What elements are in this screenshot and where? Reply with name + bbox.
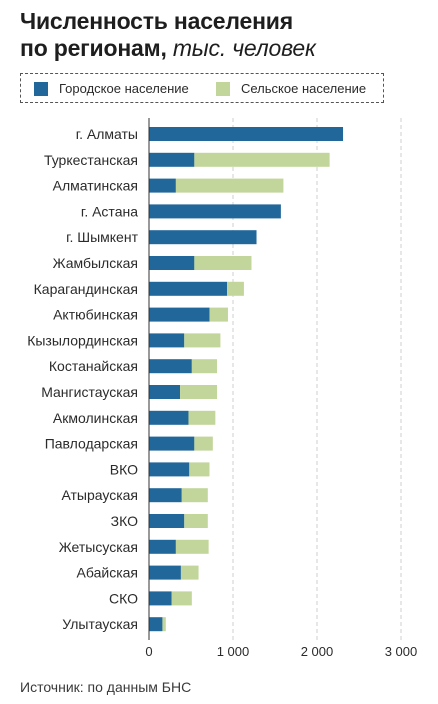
chart-title: Численность населения по регионам, тыс. …: [20, 8, 430, 62]
legend-swatch-rural: [216, 82, 230, 96]
category-label: Жетысуская: [59, 539, 138, 555]
category-label: Абайская: [77, 565, 138, 581]
bar-rural: [194, 436, 213, 451]
bar-rural: [175, 178, 284, 193]
category-label: Алматинская: [53, 178, 138, 194]
bar-rural: [171, 591, 192, 606]
bar-urban: [149, 591, 172, 606]
x-tick-label: 0: [145, 644, 152, 659]
bar-chart: 0 1 000 2 000 3 000 г. Алматы Туркестанская Ал…: [27, 118, 418, 659]
category-label: СКО: [109, 590, 138, 606]
category-label: ВКО: [110, 461, 138, 477]
bar-urban: [149, 385, 181, 399]
category-label: ЗКО: [111, 513, 138, 529]
bar-rural: [180, 565, 199, 580]
source-note: Источник: по данным БНС: [20, 679, 192, 695]
bar-urban: [149, 617, 163, 632]
bar-rural: [184, 333, 221, 348]
legend-item-urban: Городское население: [34, 81, 189, 97]
category-label: г. Шымкент: [66, 229, 138, 245]
bar-rural: [209, 307, 228, 322]
bar-urban: [149, 565, 181, 580]
bar-rural: [188, 410, 216, 425]
bar-urban: [149, 359, 192, 374]
bar-rural: [194, 256, 252, 270]
category-label: г. Астана: [81, 203, 138, 219]
category-label: Костанайская: [49, 358, 138, 374]
bar-rural: [184, 514, 208, 528]
bar-urban: [149, 230, 257, 245]
chart-legend: Городское население Сельское население: [20, 73, 384, 103]
bar-urban: [149, 307, 210, 322]
x-tick-label: 1 000: [217, 644, 250, 659]
title-line-1: Численность населения: [20, 8, 293, 34]
bar-rural: [162, 617, 166, 632]
bar-rural: [194, 152, 330, 167]
bar-rural: [189, 462, 210, 477]
legend-swatch-urban: [34, 82, 48, 96]
category-label: Актюбинская: [53, 307, 138, 323]
category-label: г. Алматы: [76, 126, 138, 142]
bar-urban: [149, 488, 182, 503]
legend-item-rural: Сельское население: [216, 81, 366, 97]
title-unit-text: тыс. человек: [172, 35, 316, 61]
bar-urban: [149, 127, 344, 141]
category-label: Акмолинская: [53, 410, 138, 426]
bar-rural: [227, 281, 244, 296]
bar-urban: [149, 281, 228, 296]
bar-rural: [175, 539, 209, 554]
category-label: Улытауская: [62, 616, 138, 632]
category-label: Мангистауская: [41, 384, 138, 400]
x-tick-label: 2 000: [301, 644, 334, 659]
category-label: Карагандинская: [34, 281, 138, 297]
bar-urban: [149, 333, 185, 348]
bar-urban: [149, 152, 195, 167]
bar-rural: [180, 385, 218, 399]
bar-urban: [149, 178, 176, 193]
bar-urban: [149, 462, 190, 477]
title-main-text: по регионам,: [20, 35, 167, 61]
bar-urban: [149, 256, 195, 270]
category-label: Атырауская: [61, 487, 138, 503]
bar-urban: [149, 410, 189, 425]
bar-urban: [149, 204, 281, 219]
bar-rural: [191, 359, 218, 374]
category-label: Туркестанская: [44, 152, 138, 168]
title-line-2: по регионам, тыс. человек: [20, 35, 430, 62]
x-tick-label: 3 000: [385, 644, 418, 659]
bar-rural: [181, 488, 208, 503]
bar-urban: [149, 539, 176, 554]
category-label: Жамбылская: [53, 255, 138, 271]
legend-label-rural: Сельское население: [241, 81, 367, 96]
category-label: Кызылординская: [27, 332, 138, 348]
legend-label-urban: Городское население: [59, 81, 189, 96]
category-label: Павлодарская: [45, 436, 138, 452]
bar-urban: [149, 514, 185, 528]
bar-urban: [149, 436, 195, 451]
